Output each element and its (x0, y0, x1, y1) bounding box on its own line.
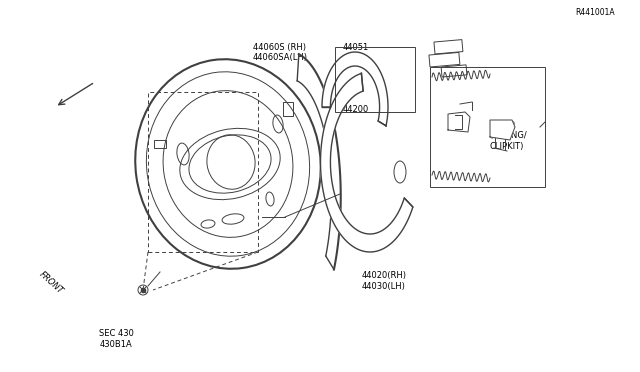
Text: 44200: 44200 (342, 105, 369, 114)
Polygon shape (321, 73, 413, 252)
Polygon shape (322, 52, 388, 126)
Bar (434, 39, 463, 54)
Polygon shape (490, 120, 515, 140)
Bar (441, 65, 467, 77)
Polygon shape (448, 112, 470, 132)
Text: R441001A: R441001A (575, 8, 614, 17)
Text: FRONT: FRONT (37, 270, 65, 296)
Text: 44090
(SPRING/
CLIPKIT): 44090 (SPRING/ CLIPKIT) (490, 121, 527, 151)
Text: 44060S (RH)
44060SA(LH): 44060S (RH) 44060SA(LH) (253, 43, 308, 62)
Bar (335, 47, 415, 112)
Bar (430, 67, 545, 187)
Bar (429, 52, 460, 67)
Text: SEC 430
430B1A: SEC 430 430B1A (99, 329, 134, 349)
Text: 44051: 44051 (342, 43, 369, 52)
Text: 44020(RH)
44030(LH): 44020(RH) 44030(LH) (362, 271, 406, 291)
